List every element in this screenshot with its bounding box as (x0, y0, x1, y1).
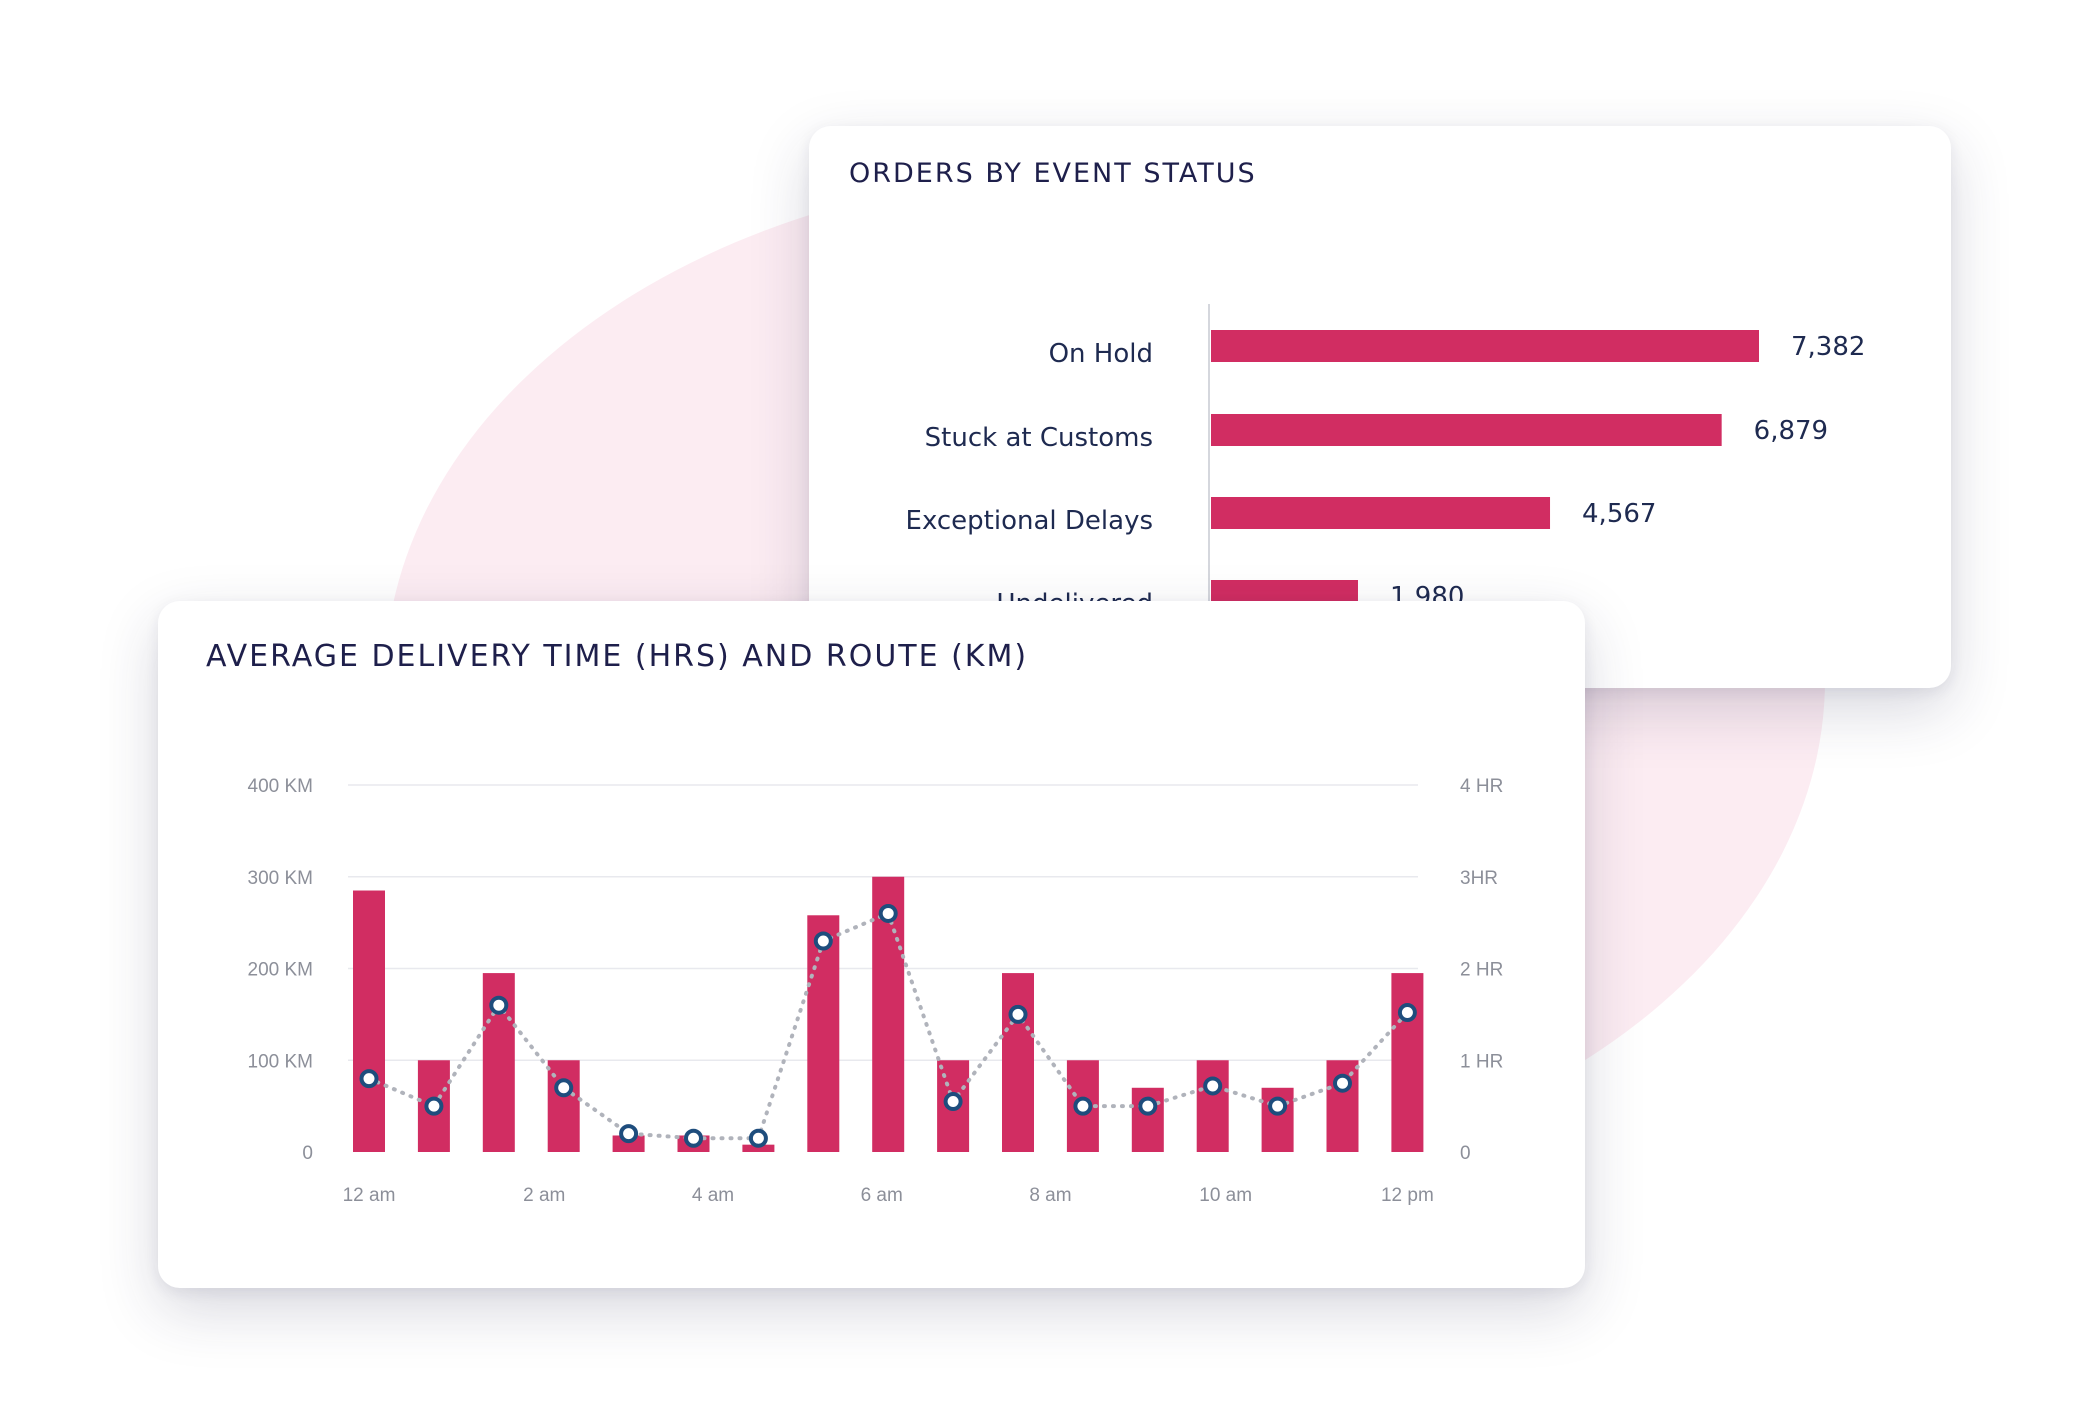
x-tick-label: 6 am (861, 1185, 903, 1206)
line-marker (1008, 1004, 1028, 1024)
left-axis-tick-label: 0 (302, 1143, 313, 1164)
left-axis-tick-label: 400 KM (248, 776, 313, 797)
data-label: 6,879 (1754, 416, 1828, 446)
bar (1002, 973, 1034, 1152)
line-marker (1333, 1073, 1352, 1093)
line-marker (684, 1128, 703, 1148)
x-tick-label: 12 am (343, 1185, 396, 1206)
bar (1391, 973, 1424, 1152)
data-label: 4,567 (1582, 499, 1656, 529)
line-marker (1397, 1003, 1417, 1023)
line-marker (943, 1092, 963, 1112)
bar (353, 890, 385, 1152)
category-label: Stuck at Customs (925, 423, 1153, 453)
category-label: On Hold (1049, 339, 1153, 369)
line-marker (554, 1078, 574, 1098)
bar (1211, 330, 1759, 362)
line-marker (1138, 1096, 1158, 1116)
right-axis-tick-label: 4 HR (1460, 776, 1503, 797)
x-tick-label: 2 am (523, 1185, 565, 1206)
line-marker (748, 1128, 768, 1148)
data-label: 7,382 (1791, 332, 1865, 362)
line-marker (619, 1124, 639, 1144)
bar (612, 1135, 645, 1152)
right-axis-tick-label: 0 (1460, 1143, 1471, 1164)
x-tick-label: 10 am (1199, 1185, 1252, 1206)
line-marker (813, 931, 833, 951)
line-marker (489, 995, 509, 1015)
left-axis-tick-label: 300 KM (248, 868, 313, 889)
bar (807, 915, 840, 1152)
x-tick-label: 12 pm (1381, 1185, 1434, 1206)
delivery-card-title: AVERAGE DELIVERY TIME (HRS) AND ROUTE (K… (206, 639, 1029, 674)
line-marker (1073, 1096, 1093, 1116)
delivery-combo-chart: 0 100 KM 200 KM 300 KM 400 KM 0 1 HR 2 HR 3HR 4 H… (248, 776, 1504, 1206)
orders-card-title: ORDERS BY EVENT STATUS (849, 158, 1257, 189)
x-tick-label: 4 am (692, 1185, 734, 1206)
orders-by-event-status-card: ORDERS BY EVENT STATUS On Hold 7,382 Stuck… (809, 126, 1951, 688)
category-label: Exceptional Delays (906, 506, 1153, 536)
bar (1196, 1060, 1229, 1152)
average-delivery-time-card: AVERAGE DELIVERY TIME (HRS) AND ROUTE (K… (158, 601, 1585, 1288)
bar (742, 1144, 775, 1152)
right-axis-tick-label: 2 HR (1460, 960, 1503, 981)
right-axis-tick-label: 3HR (1460, 868, 1498, 889)
bar (1211, 497, 1551, 529)
x-tick-label: 8 am (1029, 1185, 1071, 1206)
line-marker (359, 1069, 379, 1089)
line-marker (878, 903, 898, 923)
line-marker (424, 1096, 444, 1116)
right-axis-tick-label: 1 HR (1460, 1051, 1503, 1072)
bar (1211, 414, 1722, 446)
line-marker (1268, 1096, 1288, 1116)
left-axis-tick-label: 100 KM (248, 1051, 313, 1072)
line-marker (1203, 1076, 1223, 1096)
left-axis-tick-label: 200 KM (248, 960, 313, 981)
